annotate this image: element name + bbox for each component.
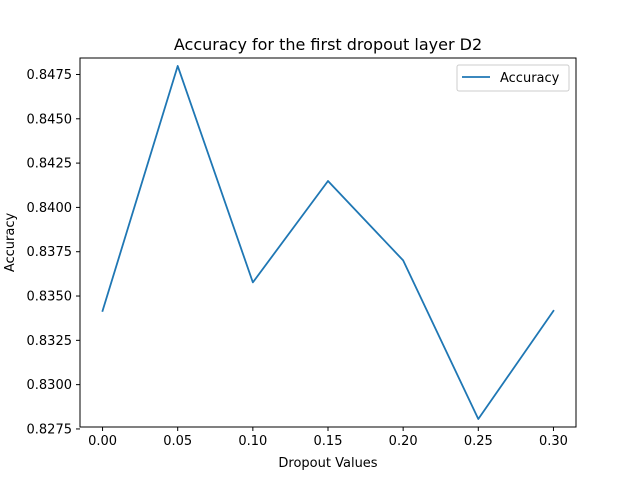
y-tick-label: 0.8350 bbox=[27, 290, 73, 305]
x-axis-label: Dropout Values bbox=[278, 456, 377, 471]
y-tick-label: 0.8450 bbox=[27, 112, 73, 127]
y-axis-label: Accuracy bbox=[3, 213, 18, 273]
y-tick-label: 0.8475 bbox=[27, 68, 73, 83]
x-axis: 0.00 0.05 0.10 0.15 0.20 0.25 0.30 bbox=[88, 427, 568, 449]
x-tick-label: 0.25 bbox=[464, 434, 493, 449]
accuracy-series-points bbox=[102, 65, 554, 420]
y-tick-label: 0.8400 bbox=[27, 201, 73, 216]
y-tick-label: 0.8425 bbox=[27, 157, 73, 172]
y-tick-label: 0.8375 bbox=[27, 245, 73, 260]
x-tick-label: 0.15 bbox=[314, 434, 343, 449]
plot-frame bbox=[79, 57, 577, 428]
x-tick-label: 0.00 bbox=[88, 434, 117, 449]
y-tick-label: 0.8275 bbox=[27, 422, 73, 437]
x-tick-label: 0.05 bbox=[163, 434, 192, 449]
chart-title: Accuracy for the first dropout layer D2 bbox=[174, 35, 482, 54]
y-axis: 0.8275 0.8300 0.8325 0.8350 0.8375 0.8400 0.84… bbox=[27, 68, 80, 437]
legend-label-accuracy: Accuracy bbox=[500, 71, 560, 86]
legend: Accuracy bbox=[456, 64, 570, 92]
legend-box bbox=[456, 64, 570, 92]
y-tick-label: 0.8300 bbox=[27, 378, 73, 393]
x-tick-label: 0.10 bbox=[238, 434, 267, 449]
x-tick-label: 0.20 bbox=[389, 434, 418, 449]
plot-area bbox=[80, 58, 576, 427]
x-tick-label: 0.30 bbox=[539, 434, 568, 449]
y-tick-label: 0.8325 bbox=[27, 334, 73, 349]
